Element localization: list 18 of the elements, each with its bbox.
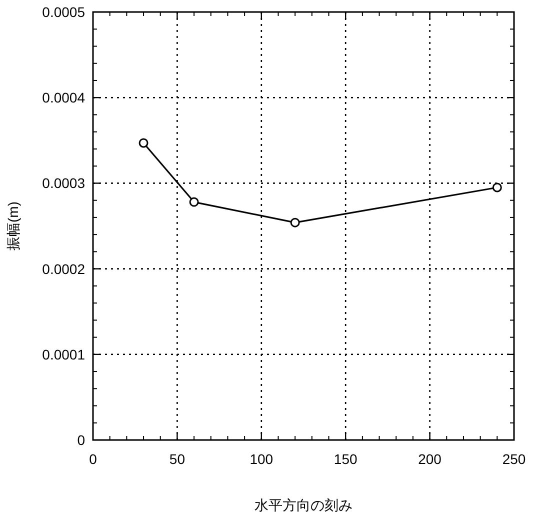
y-tick-label: 0.0001 [42, 346, 86, 362]
point [138, 138, 148, 148]
y-tick-label: 0.0002 [42, 260, 86, 277]
x-tick-label: 250 [502, 451, 526, 467]
x-tick-label: 50 [169, 451, 186, 467]
x-axis-title: 水平方向の刻み [254, 497, 352, 513]
x-tick-label: 100 [250, 451, 274, 467]
x-tick-label: 0 [89, 451, 98, 467]
point [189, 197, 199, 207]
y-tick-label: 0.0003 [42, 175, 86, 192]
x-tick-label: 200 [418, 451, 442, 467]
point [290, 218, 300, 228]
y-axis-title: 振幅(m) [5, 202, 21, 250]
x-tick-label: 150 [334, 451, 358, 467]
y-tick-label: 0 [77, 432, 86, 448]
y-tick-label: 0.0004 [42, 90, 86, 106]
point [492, 182, 502, 192]
y-tick-label: 0.0005 [42, 4, 86, 20]
